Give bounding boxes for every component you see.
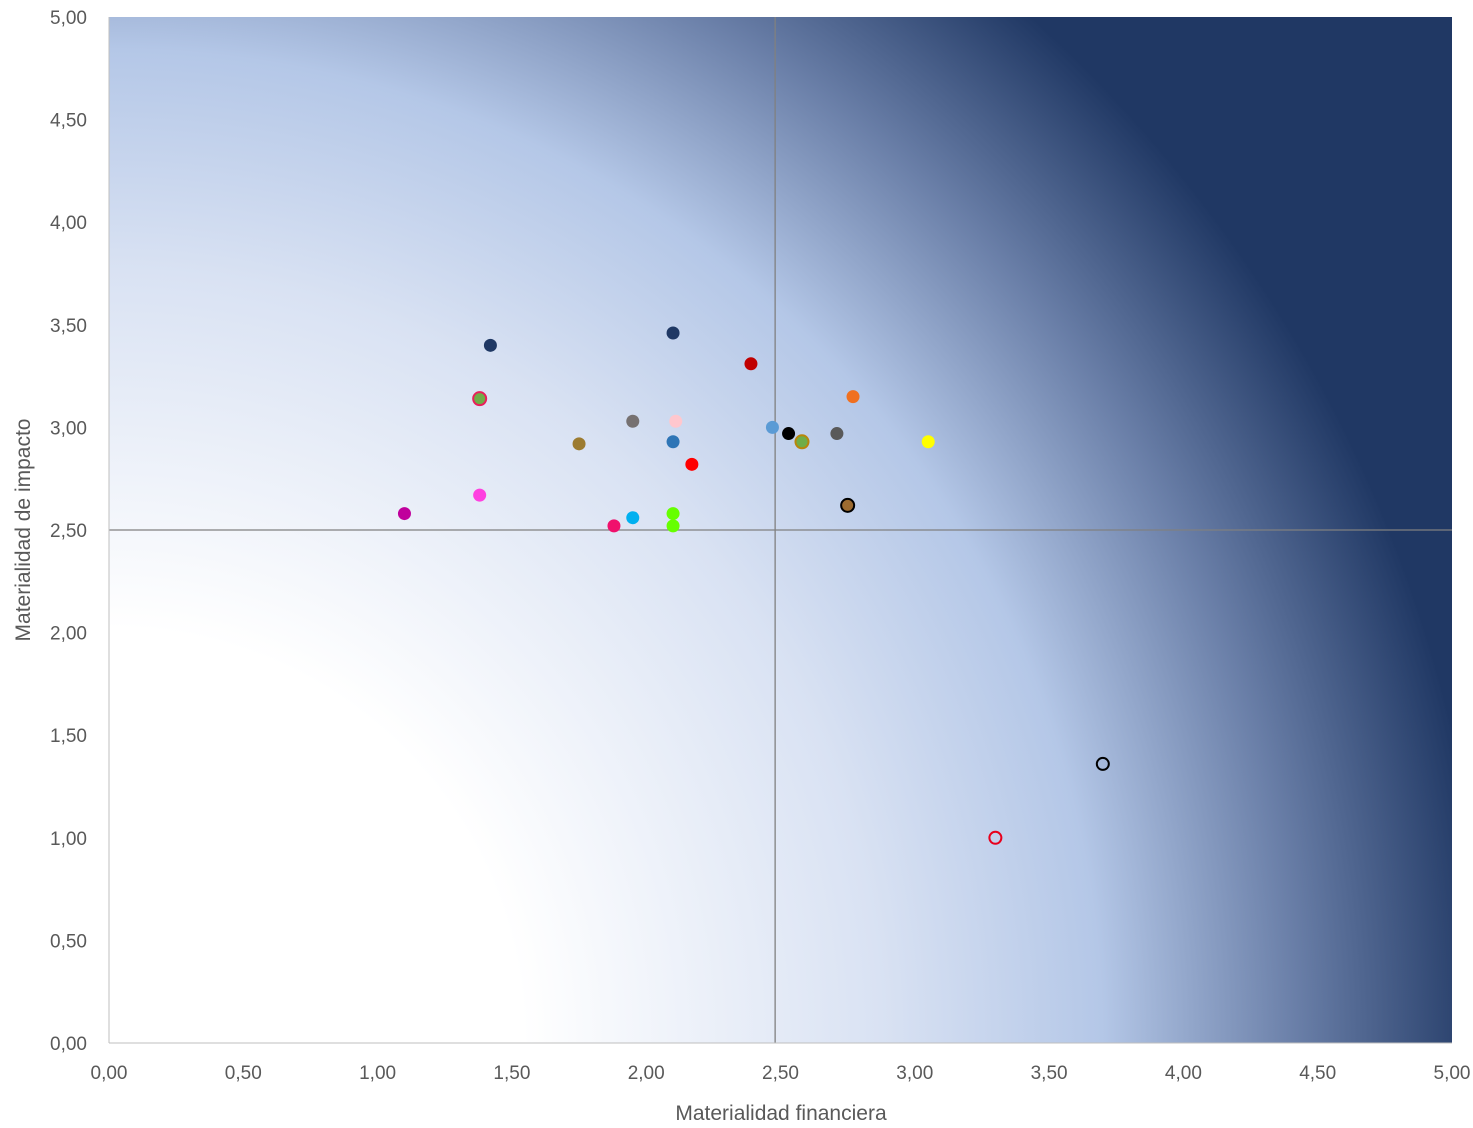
y-tick-label: 4,00 [50, 213, 87, 234]
x-tick-label: 4,00 [1165, 1063, 1202, 1084]
y-tick-label: 2,00 [50, 624, 87, 645]
axes [108, 17, 1452, 1044]
data-point [472, 391, 488, 407]
data-point [626, 511, 640, 525]
data-point [666, 435, 680, 449]
reference-lines [109, 17, 1452, 1043]
y-tick-label: 2,50 [50, 521, 87, 542]
data-point [483, 338, 497, 352]
data-point [988, 830, 1003, 845]
data-point [685, 457, 699, 471]
data-point [397, 507, 411, 521]
data-point [666, 507, 680, 521]
x-tick-label: 1,50 [493, 1063, 530, 1084]
data-point [669, 414, 683, 428]
y-tick-label: 0,00 [50, 1034, 87, 1055]
x-axis-ticks: 0,00 0,50 1,00 1,50 2,00 2,50 3,00 3,50 4,00 4,50… [91, 1063, 1471, 1084]
data-point [572, 437, 586, 451]
data-point [473, 488, 487, 502]
data-points [397, 326, 1110, 845]
data-point [626, 414, 640, 428]
data-point [666, 326, 680, 340]
y-axis-title: Materialidad de impacto [12, 419, 35, 642]
x-axis-title: Materialidad financiera [675, 1102, 887, 1125]
y-tick-label: 1,00 [50, 829, 87, 850]
data-point [666, 519, 680, 533]
data-point [744, 357, 758, 371]
x-tick-label: 2,50 [762, 1063, 799, 1084]
x-tick-label: 0,50 [225, 1063, 262, 1084]
y-tick-label: 1,50 [50, 726, 87, 747]
x-tick-label: 0,00 [91, 1063, 128, 1084]
data-point [794, 434, 810, 450]
data-point [765, 420, 779, 434]
x-tick-label: 3,50 [1031, 1063, 1068, 1084]
y-axis-ticks: 0,00 0,50 1,00 1,50 2,00 2,50 3,00 3,50 4,00 4,50… [50, 8, 87, 1055]
x-tick-label: 5,00 [1434, 1063, 1471, 1084]
x-tick-label: 1,00 [359, 1063, 396, 1084]
y-tick-label: 3,00 [50, 418, 87, 439]
data-point [840, 497, 856, 513]
x-tick-label: 2,00 [628, 1063, 665, 1084]
data-point [782, 427, 796, 441]
x-tick-label: 3,00 [896, 1063, 933, 1084]
data-point [1095, 756, 1110, 771]
y-tick-label: 3,50 [50, 316, 87, 337]
data-point [846, 390, 860, 404]
x-tick-label: 4,50 [1299, 1063, 1336, 1084]
y-tick-label: 4,50 [50, 111, 87, 132]
data-point [921, 435, 935, 449]
y-tick-label: 0,50 [50, 931, 87, 952]
data-point [830, 427, 844, 441]
y-tick-label: 5,00 [50, 8, 87, 29]
data-point [607, 519, 621, 533]
